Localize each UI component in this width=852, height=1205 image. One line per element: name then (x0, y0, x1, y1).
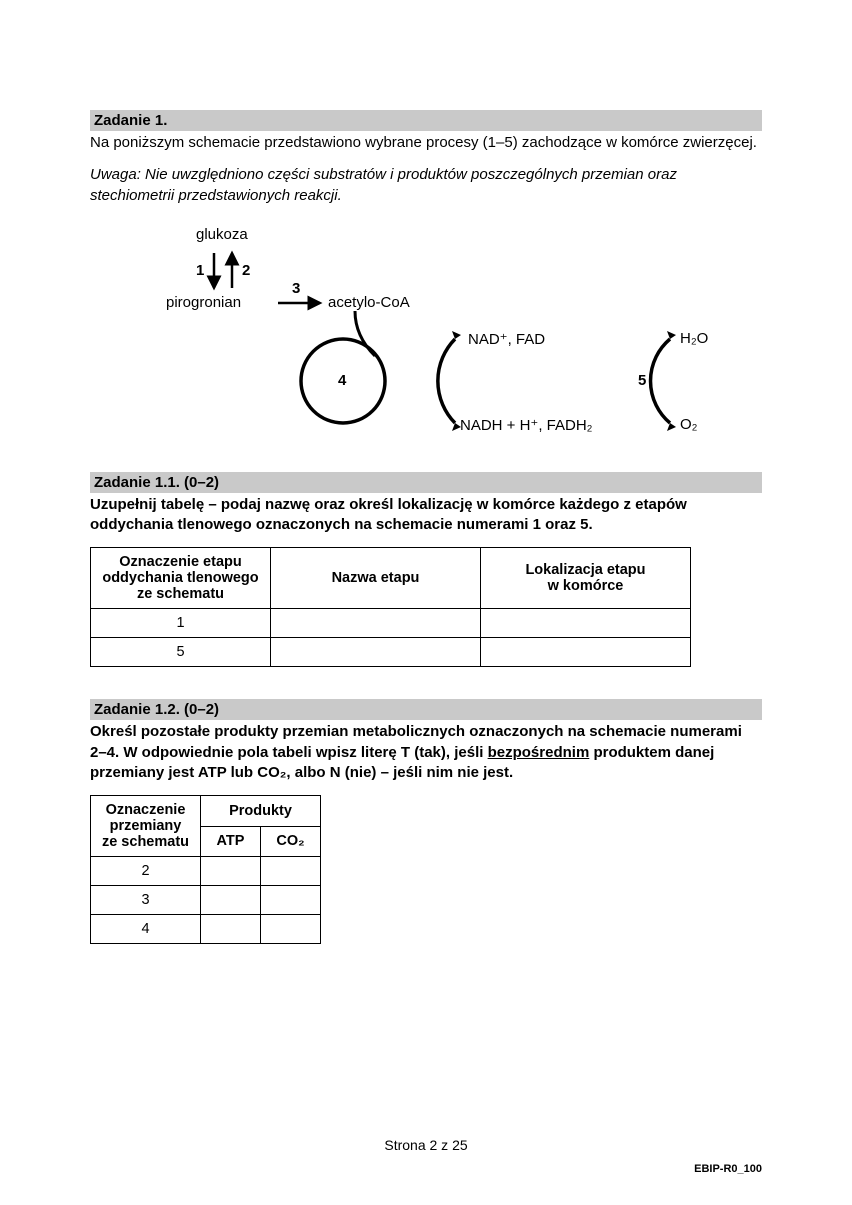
task1-header: Zadanie 1. (90, 110, 762, 131)
t11-r2c2[interactable] (271, 638, 481, 667)
label-nad-fad: NAD⁺, FAD (468, 330, 545, 348)
t11-r1c2[interactable] (271, 609, 481, 638)
task1-intro: Na poniższym schemacie przedstawiono wyb… (90, 133, 762, 153)
num-1: 1 (196, 262, 204, 279)
t12-h1-l2: przemiany (110, 818, 182, 834)
t12-r3c2[interactable] (201, 915, 261, 944)
table-11: Oznaczenie etapu oddychania tlenowego ze… (90, 547, 691, 667)
t11-h1-l3: ze schematu (137, 586, 224, 602)
t12-r2c1: 3 (91, 886, 201, 915)
t12-r3c1: 4 (91, 915, 201, 944)
t11-h2: Nazwa etapu (271, 548, 481, 609)
task11-instr: Uzupełnij tabelę – podaj nazwę oraz okre… (90, 495, 762, 536)
t12-r1c3[interactable] (261, 857, 321, 886)
t11-r2c1: 5 (91, 638, 271, 667)
t12-r2c3[interactable] (261, 886, 321, 915)
num-3: 3 (292, 280, 300, 297)
label-nadh: NADH + H⁺, FADH₂ (460, 416, 593, 434)
t12-h-atp: ATP (201, 826, 261, 857)
t12-r3c3[interactable] (261, 915, 321, 944)
t11-h3: Lokalizacja etapu w komórce (481, 548, 691, 609)
task12-header: Zadanie 1.2. (0–2) (90, 699, 762, 720)
t12-h1-l1: Oznaczenie (106, 802, 186, 818)
t12-h-prod: Produkty (201, 796, 321, 827)
num-5: 5 (638, 372, 646, 389)
task12-instr-u: bezpośrednim (488, 744, 590, 761)
page-number: Strona 2 z 25 (0, 1137, 852, 1153)
label-glucose: glukoza (196, 226, 248, 243)
t12-h1-l3: ze schematu (102, 834, 189, 850)
task12-instr: Określ pozostałe produkty przemian metab… (90, 722, 762, 783)
t11-r2c3[interactable] (481, 638, 691, 667)
t11-h1: Oznaczenie etapu oddychania tlenowego ze… (91, 548, 271, 609)
table-12: Oznaczenie przemiany ze schematu Produkt… (90, 795, 321, 944)
t11-h1-l1: Oznaczenie etapu (119, 554, 241, 570)
t11-r1c1: 1 (91, 609, 271, 638)
t12-h-co2: CO₂ (261, 826, 321, 857)
t11-h1-l2: oddychania tlenowego (102, 570, 258, 586)
t11-r1c3[interactable] (481, 609, 691, 638)
num-4: 4 (338, 372, 346, 389)
t12-r1c1: 2 (91, 857, 201, 886)
metabolism-diagram: glukoza pirogronian acetylo-CoA NAD⁺, FA… (150, 226, 710, 446)
t11-h3-l1: Lokalizacja etapu (525, 562, 645, 578)
label-o2: O₂ (680, 416, 698, 433)
t12-h1: Oznaczenie przemiany ze schematu (91, 796, 201, 857)
num-2: 2 (242, 262, 250, 279)
label-pyruvate: pirogronian (166, 294, 241, 311)
t11-h3-l2: w komórce (548, 578, 624, 594)
label-h2o: H₂O (680, 330, 708, 347)
t12-r2c2[interactable] (201, 886, 261, 915)
label-acetyl: acetylo-CoA (328, 294, 410, 311)
task1-note: Uwaga: Nie uwzględniono części substrató… (90, 165, 762, 206)
doc-code: EBIP-R0_100 (694, 1163, 762, 1175)
t12-r1c2[interactable] (201, 857, 261, 886)
task11-header: Zadanie 1.1. (0–2) (90, 472, 762, 493)
